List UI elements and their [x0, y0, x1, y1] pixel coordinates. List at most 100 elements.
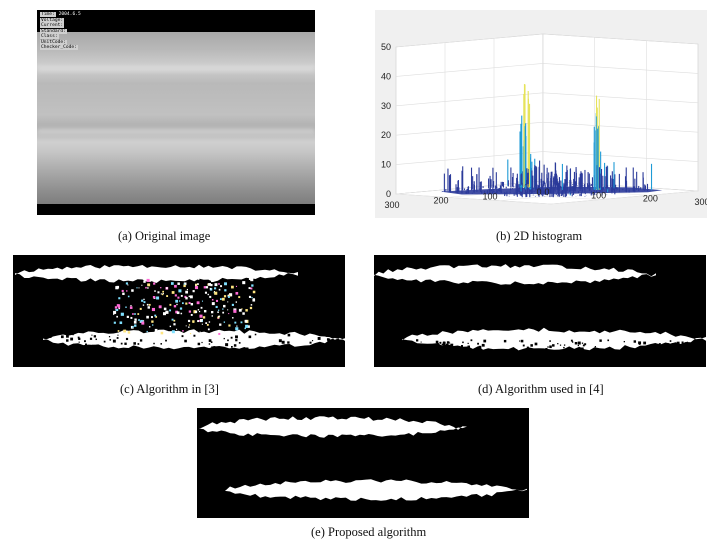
hole-pixel: [633, 349, 635, 352]
hole-pixel: [115, 349, 118, 353]
hole-pixel: [523, 351, 525, 354]
noise-pixel: [250, 304, 253, 306]
noise-pixel: [228, 293, 233, 297]
noise-pixel: [122, 279, 124, 281]
noise-pixel: [179, 300, 181, 302]
back-pane-right: [542, 33, 699, 192]
hole-pixel: [233, 344, 237, 347]
hole-pixel: [557, 343, 559, 345]
noise-pixel: [208, 283, 211, 286]
noise-pixel: [153, 282, 156, 285]
hole-pixel: [120, 342, 123, 345]
hole-pixel: [238, 350, 241, 353]
hole-pixel: [238, 342, 241, 344]
noise-pixel: [171, 278, 173, 280]
overlay-label: Voltage:: [40, 17, 65, 23]
z-tick-label: 20: [381, 130, 391, 140]
hole-pixel: [549, 340, 551, 342]
noise-pixel: [152, 324, 154, 326]
hole-pixel: [124, 342, 127, 345]
hole-pixel: [582, 344, 585, 347]
hole-pixel: [208, 343, 211, 345]
noise-pixel: [228, 294, 231, 297]
hole-pixel: [599, 339, 602, 342]
noise-pixel: [148, 326, 151, 328]
noise-pixel: [161, 293, 164, 296]
noise-pixel: [203, 310, 207, 313]
noise-pixel: [236, 325, 238, 327]
noise-pixel: [201, 323, 203, 325]
hole-pixel: [441, 343, 444, 346]
noise-pixel: [134, 318, 137, 321]
noise-pixel: [146, 278, 150, 282]
noise-pixel: [235, 327, 239, 331]
noise-pixel: [143, 301, 146, 304]
noise-pixel: [228, 324, 231, 327]
hole-pixel: [92, 344, 95, 348]
noise-pixel: [160, 331, 164, 335]
noise-pixel: [126, 315, 129, 318]
noise-pixel: [130, 316, 133, 319]
noise-pixel: [194, 310, 198, 313]
noise-pixel: [214, 291, 218, 295]
hole-pixel: [435, 340, 439, 344]
hole-pixel: [151, 348, 155, 352]
hole-pixel: [477, 342, 479, 345]
hole-pixel: [278, 339, 282, 343]
noise-pixel: [189, 295, 193, 299]
noise-pixel: [137, 313, 140, 315]
hole-pixel: [245, 347, 249, 351]
noise-pixel: [217, 318, 219, 320]
hole-pixel: [473, 351, 476, 354]
hole-pixel: [445, 350, 448, 353]
noise-pixel: [154, 328, 158, 332]
noise-pixel: [142, 304, 145, 306]
overlay-line: Checker_Code:: [40, 45, 81, 51]
overlay-line: Class:: [40, 34, 81, 40]
noise-pixel: [175, 328, 178, 330]
noise-pixel: [244, 319, 248, 323]
result-image-d: [374, 255, 706, 367]
noise-pixel: [132, 313, 134, 315]
hole-pixel: [47, 335, 49, 337]
hole-pixel: [318, 344, 322, 347]
hole-pixel: [449, 342, 451, 344]
hole-pixel: [75, 349, 78, 353]
hole-pixel: [673, 343, 676, 347]
noise-pixel: [223, 321, 226, 323]
noise-pixel: [217, 311, 219, 313]
noise-pixel: [233, 309, 237, 313]
noise-pixel: [252, 298, 255, 301]
noise-pixel: [227, 295, 229, 297]
noise-pixel: [166, 295, 169, 297]
noise-pixel: [178, 289, 182, 293]
hole-pixel: [592, 351, 596, 355]
noise-pixel: [238, 308, 242, 312]
noise-pixel: [213, 291, 216, 293]
hole-pixel: [702, 343, 705, 346]
noise-pixel: [130, 304, 132, 307]
hole-pixel: [173, 350, 177, 353]
noise-pixel: [227, 294, 230, 296]
noise-pixel: [165, 287, 168, 290]
noise-pixel: [143, 280, 146, 283]
hole-pixel: [133, 342, 136, 345]
noise-pixel: [129, 306, 133, 309]
noise-pixel: [249, 306, 253, 310]
hole-pixel: [333, 350, 336, 353]
hole-pixel: [534, 342, 538, 346]
noise-pixel: [206, 323, 209, 326]
noise-pixel: [141, 284, 143, 286]
noise-pixel: [211, 299, 214, 301]
hole-pixel: [181, 335, 184, 338]
noise-pixel: [170, 282, 174, 285]
hole-pixel: [701, 346, 705, 350]
noise-pixel: [152, 295, 156, 299]
hole-pixel: [563, 344, 566, 346]
noise-pixel: [197, 320, 200, 323]
noise-pixel: [199, 331, 201, 333]
noise-pixel: [214, 283, 218, 287]
hole-pixel: [427, 346, 429, 349]
noise-pixel: [138, 319, 140, 321]
noise-pixel: [147, 283, 151, 287]
